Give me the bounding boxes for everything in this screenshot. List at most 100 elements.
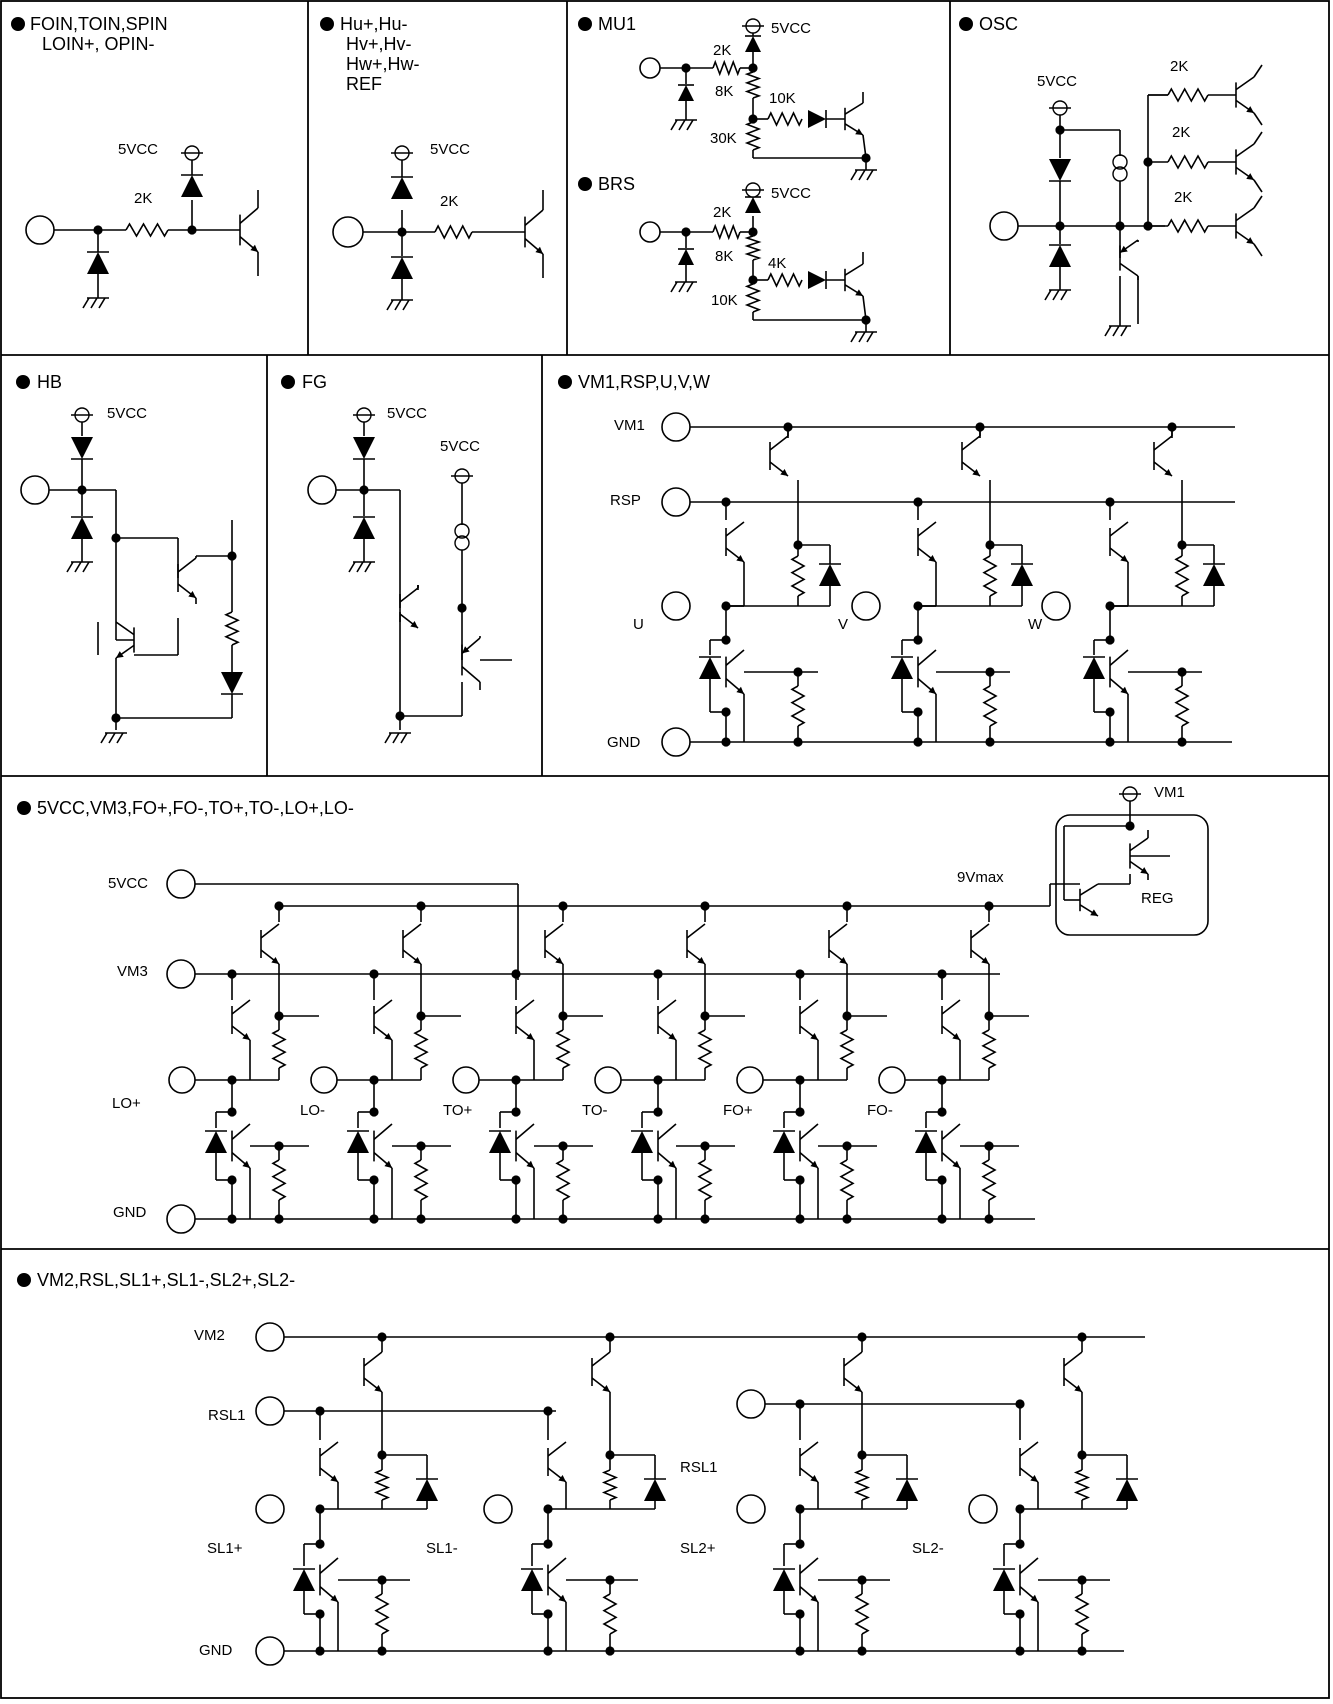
resistor xyxy=(434,224,473,240)
diode xyxy=(181,175,203,197)
resistor xyxy=(1167,87,1209,103)
transistor xyxy=(373,1123,393,1169)
ground-hatch xyxy=(850,331,858,343)
pin-terminal xyxy=(168,1066,196,1094)
hu-resistor-label: 2K xyxy=(440,193,458,210)
transistor-lead xyxy=(686,923,706,939)
transistor-lead xyxy=(1235,207,1255,222)
junction-dot xyxy=(793,737,803,747)
pin-terminal xyxy=(25,215,55,245)
ground-hatch xyxy=(670,281,678,293)
transistor-lead xyxy=(402,923,422,939)
diode xyxy=(221,672,243,694)
transistor xyxy=(260,923,280,965)
transistor-lead xyxy=(799,1441,819,1457)
transistor-lead xyxy=(115,621,135,636)
junction-dot xyxy=(913,737,923,747)
foin-title: FOIN,TOIN,SPIN xyxy=(30,14,168,34)
transistor xyxy=(799,999,819,1041)
resistor xyxy=(413,1029,429,1069)
transistor xyxy=(917,649,937,695)
transistor xyxy=(115,621,135,659)
diode xyxy=(353,437,375,459)
output-labels: LO+ LO- TO+ TO- FO+ FO- SL1+ SL1- SL2+ SL2- xyxy=(112,1095,944,1557)
w-pin-label: W xyxy=(1028,616,1043,633)
emitter-arrow xyxy=(1246,106,1254,113)
resistor xyxy=(555,1029,571,1069)
ground-hatch xyxy=(858,331,866,343)
resistor xyxy=(224,611,240,646)
ground-hatch xyxy=(686,119,694,131)
resistor xyxy=(981,1029,997,1069)
transistor xyxy=(799,1441,819,1483)
fg-vcc2-label: 5VCC xyxy=(440,438,480,455)
transistor xyxy=(524,209,544,255)
emitter-arrow xyxy=(188,590,196,598)
pin-terminal xyxy=(661,591,691,621)
transistor xyxy=(799,1557,819,1603)
junction-dot xyxy=(795,1646,805,1656)
resistor xyxy=(744,283,762,313)
vmax-label: 9Vmax xyxy=(957,869,1004,886)
transistor-lead xyxy=(1153,435,1173,451)
resistor xyxy=(601,1469,619,1501)
pin-terminal xyxy=(661,487,691,517)
pin-terminal xyxy=(166,1204,196,1234)
resistor xyxy=(839,1159,855,1201)
diode xyxy=(416,1479,438,1501)
transistor-lead xyxy=(544,923,564,939)
transistor-lead xyxy=(515,999,535,1015)
diode xyxy=(896,1479,918,1501)
transistor-lead xyxy=(1119,262,1139,277)
ground-hatch xyxy=(866,169,874,181)
bullet-icon xyxy=(16,375,30,389)
v-pin-label: V xyxy=(838,616,848,633)
emitter-arrow xyxy=(854,1384,862,1392)
emitter-arrow xyxy=(952,1160,960,1168)
output-pin-label: SL1+ xyxy=(207,1540,243,1557)
transistor xyxy=(844,102,864,136)
junction-dot xyxy=(605,1646,615,1656)
resistor xyxy=(1174,555,1190,597)
emitter-arrow xyxy=(413,956,421,964)
vm2-title: VM2,RSL,SL1+,SL1-,SL2+,SL2- xyxy=(37,1270,295,1290)
bullet-icon xyxy=(959,17,973,31)
diode xyxy=(631,1131,653,1153)
diode xyxy=(773,1131,795,1153)
resistor xyxy=(712,223,741,241)
junction-dot xyxy=(416,1214,426,1224)
transistor-lead xyxy=(319,1441,339,1457)
ground-hatch xyxy=(116,732,124,744)
transistor xyxy=(402,923,422,965)
emitter-arrow xyxy=(1246,173,1254,180)
emitter-arrow xyxy=(555,956,563,964)
emitter-arrow xyxy=(1120,686,1128,694)
rsl1-pin-label: RSL1 xyxy=(208,1407,246,1424)
junction-dot xyxy=(227,1214,237,1224)
diode xyxy=(489,1131,511,1153)
junction-dot xyxy=(543,1646,553,1656)
transistor xyxy=(769,435,789,477)
emitter-arrow xyxy=(668,1032,676,1040)
mu1-r4-label: 30K xyxy=(710,130,737,147)
pin-terminal xyxy=(255,1322,285,1352)
schematic-artwork xyxy=(20,18,1263,1666)
pin-terminal xyxy=(310,1066,338,1094)
transistor-lead xyxy=(799,1557,819,1575)
emitter-arrow xyxy=(1090,909,1098,916)
transistor xyxy=(828,923,848,965)
bullet-icon xyxy=(281,375,295,389)
transistor xyxy=(657,999,677,1041)
mu1-r2-label: 8K xyxy=(715,83,733,100)
bullet-icon xyxy=(17,801,31,815)
osc-vcc-label: 5VCC xyxy=(1037,73,1077,90)
output-pin-label: TO- xyxy=(582,1102,608,1119)
bullet-icon xyxy=(11,17,25,31)
pin-terminal xyxy=(166,869,196,899)
emitter-arrow xyxy=(697,956,705,964)
emitter-arrow xyxy=(384,1032,392,1040)
panel-titles: FOIN,TOIN,SPIN LOIN+, OPIN- Hu+,Hu- Hv+,… xyxy=(11,14,1018,1290)
brs-title: BRS xyxy=(598,174,635,194)
transistor xyxy=(1109,649,1129,695)
emitter-arrow xyxy=(736,554,744,562)
